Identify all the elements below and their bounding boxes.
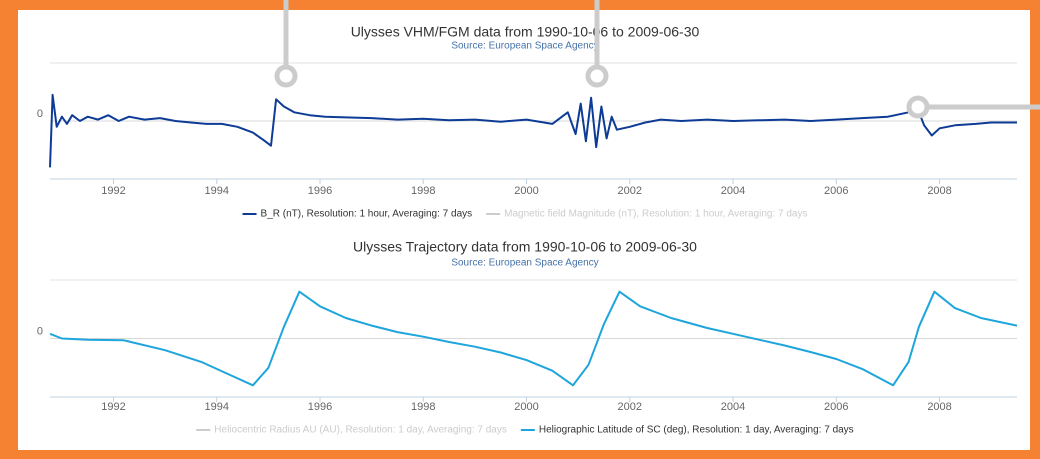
x-tick-label: 2000 [514, 185, 538, 197]
legend-label: Heliocentric Radius AU (AU), Resolution:… [214, 425, 507, 436]
chart-subtitle: Source: European Space Agency [451, 258, 598, 269]
legend-label: B_R (nT), Resolution: 1 hour, Averaging:… [261, 209, 473, 220]
y-tick-label: 0 [37, 108, 43, 120]
panel [18, 10, 1030, 450]
charts: Ulysses VHM/FGM data from 1990-10-06 to … [37, 24, 1018, 436]
x-tick-label: 2002 [618, 185, 642, 197]
chart-subtitle: Source: European Space Agency [451, 41, 598, 52]
x-tick-label: 1994 [205, 401, 229, 413]
x-tick-label: 1998 [411, 185, 435, 197]
x-tick-label: 2000 [514, 401, 538, 413]
x-tick-label: 2004 [721, 185, 745, 197]
pointer-circle [585, 64, 609, 88]
x-tick-label: 2008 [927, 185, 951, 197]
x-tick-label: 1992 [101, 185, 125, 197]
x-tick-label: 2004 [721, 401, 745, 413]
x-tick-label: 2006 [824, 401, 848, 413]
legend-item: B_R (nT), Resolution: 1 hour, Averaging:… [242, 209, 473, 220]
chart-title: Ulysses Trajectory data from 1990-10-06 … [353, 239, 697, 255]
x-tick-label: 1998 [411, 401, 435, 413]
pointer-circle [274, 64, 298, 88]
legend-label: Magnetic field Magnitude (nT), Resolutio… [504, 209, 807, 220]
series-line [49, 93, 1017, 168]
series-line [49, 290, 1018, 387]
x-tick-label: 1994 [205, 185, 229, 197]
legend-item: Magnetic field Magnitude (nT), Resolutio… [486, 209, 807, 220]
legend-item: Heliographic Latitude of SC (deg), Resol… [520, 425, 854, 436]
legend-label: Heliographic Latitude of SC (deg), Resol… [539, 425, 854, 436]
x-tick-label: 2008 [927, 401, 951, 413]
x-tick-label: 1992 [101, 401, 125, 413]
x-tick-label: 1996 [308, 185, 332, 197]
pointer-circle [906, 95, 930, 119]
x-tick-label: 2006 [824, 185, 848, 197]
x-tick-label: 2002 [618, 401, 642, 413]
annotations [274, 0, 1040, 119]
x-tick-label: 1996 [308, 401, 332, 413]
chart-title: Ulysses VHM/FGM data from 1990-10-06 to … [351, 24, 700, 40]
legend-item: Heliocentric Radius AU (AU), Resolution:… [196, 425, 507, 436]
y-tick-label: 0 [37, 325, 43, 337]
